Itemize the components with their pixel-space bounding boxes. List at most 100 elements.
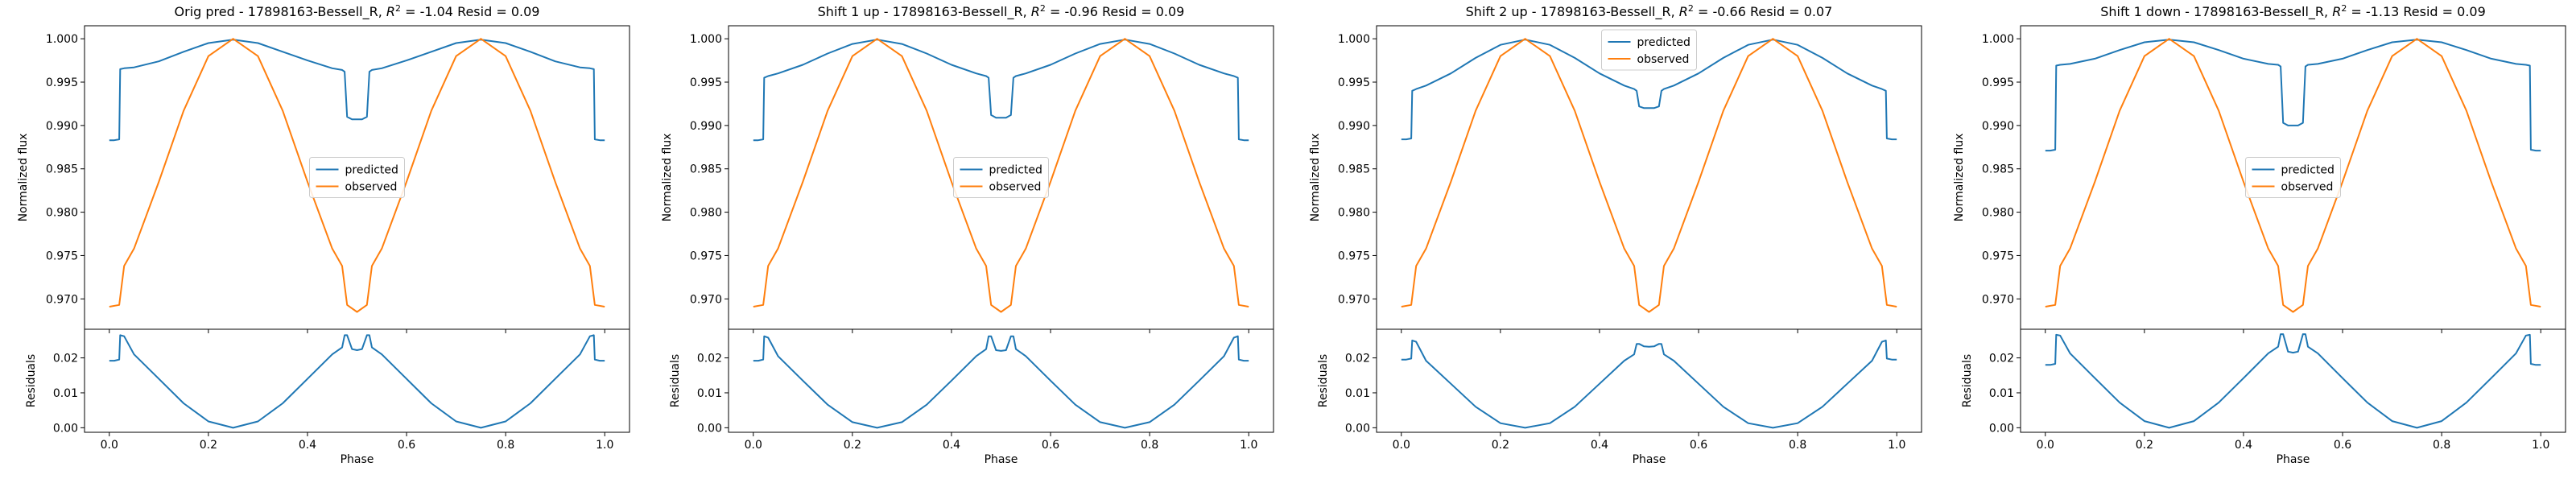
title-r2-exponent: 2 bbox=[1040, 3, 1046, 14]
residuals-ytick-label: 0.02 bbox=[1345, 353, 1370, 365]
flux-ylabel: Normalized flux bbox=[1953, 134, 1966, 222]
series-line-residuals bbox=[1401, 339, 1897, 429]
xtick-label: 1.0 bbox=[596, 439, 613, 452]
flux-ytick-label: 0.970 bbox=[690, 293, 722, 306]
flux-ytick-label: 0.985 bbox=[46, 163, 78, 176]
flux-ytick-label: 1.000 bbox=[1338, 33, 1370, 46]
series-line-residuals bbox=[753, 335, 1249, 429]
series-line-observed bbox=[109, 38, 605, 313]
title-suffix: = -1.13 Resid = 0.09 bbox=[2347, 4, 2485, 19]
legend: predicted observed bbox=[1601, 29, 1697, 71]
flux-ytick-label: 1.000 bbox=[1982, 33, 2014, 46]
chart-title: Orig pred - 17898163-Bessell_R, R2 = -1.… bbox=[175, 3, 540, 21]
legend-label-predicted: predicted bbox=[345, 164, 398, 177]
series-line-predicted bbox=[1401, 39, 1897, 141]
residuals-axes-frame bbox=[728, 328, 1274, 433]
flux-ytick-label: 0.980 bbox=[46, 207, 78, 220]
xtick-label: 0.6 bbox=[2334, 439, 2351, 452]
legend-label-observed: observed bbox=[989, 181, 1042, 194]
flux-ytick-label: 0.995 bbox=[690, 76, 722, 89]
title-suffix: = -0.66 Resid = 0.07 bbox=[1694, 4, 1832, 19]
flux-ytick-label: 0.975 bbox=[46, 250, 78, 262]
flux-ytick-label: 0.995 bbox=[1982, 76, 2014, 89]
title-prefix: Shift 1 up - 17898163-Bessell_R, bbox=[818, 4, 1031, 20]
legend-box bbox=[2245, 157, 2341, 198]
legend: predicted observed bbox=[953, 157, 1049, 198]
residuals-ytick-label: 0.01 bbox=[1345, 387, 1370, 400]
title-r2-exponent: 2 bbox=[1688, 3, 1694, 14]
legend-box bbox=[1601, 29, 1697, 71]
title-suffix: = -1.04 Resid = 0.09 bbox=[401, 4, 539, 19]
xlabel: Phase bbox=[341, 453, 374, 466]
residuals-ytick-label: 0.00 bbox=[1989, 422, 2014, 435]
title-r2-symbol: R bbox=[1031, 4, 1040, 19]
xtick-label: 0.4 bbox=[299, 439, 316, 452]
flux-ytick-label: 0.985 bbox=[1982, 163, 2014, 176]
title-r2-symbol: R bbox=[1679, 4, 1688, 19]
residuals-ylabel: Residuals bbox=[25, 354, 38, 407]
title-r2-exponent: 2 bbox=[2341, 3, 2347, 14]
residuals-ytick-label: 0.00 bbox=[1345, 422, 1370, 435]
residuals-ytick-label: 0.01 bbox=[53, 387, 78, 400]
flux-ylabel: Normalized flux bbox=[661, 134, 674, 222]
residuals-ytick-label: 0.01 bbox=[697, 387, 722, 400]
flux-ytick-label: 1.000 bbox=[690, 33, 722, 46]
xlabel: Phase bbox=[985, 453, 1018, 466]
flux-ytick-label: 0.975 bbox=[690, 250, 722, 262]
residuals-ytick-label: 0.02 bbox=[697, 353, 722, 365]
xtick-label: 0.0 bbox=[2037, 439, 2054, 452]
series-line-predicted bbox=[2045, 39, 2541, 152]
flux-ytick-label: 0.990 bbox=[1338, 120, 1370, 133]
residuals-axes-frame bbox=[2020, 328, 2566, 433]
flux-ytick-label: 0.990 bbox=[46, 120, 78, 133]
flux-ytick-label: 0.985 bbox=[690, 163, 722, 176]
xtick-label: 0.2 bbox=[200, 439, 217, 452]
xtick-label: 0.6 bbox=[1042, 439, 1059, 452]
xtick-label: 1.0 bbox=[2532, 439, 2549, 452]
residuals-axes-frame bbox=[1376, 328, 1922, 433]
legend-label-observed: observed bbox=[2281, 181, 2334, 194]
xtick-label: 0.8 bbox=[1141, 439, 1158, 452]
chart-title: Shift 1 up - 17898163-Bessell_R, R2 = -0… bbox=[818, 3, 1185, 21]
panel-1: Shift 1 up - 17898163-Bessell_R, R2 = -0… bbox=[661, 3, 1274, 466]
flux-ytick-label: 0.990 bbox=[690, 120, 722, 133]
panel-2: Shift 2 up - 17898163-Bessell_R, R2 = -0… bbox=[1309, 3, 1922, 466]
flux-ytick-label: 0.995 bbox=[1338, 76, 1370, 89]
panel-3: Shift 1 down - 17898163-Bessell_R, R2 = … bbox=[1953, 3, 2566, 466]
residuals-ytick-label: 0.02 bbox=[53, 353, 78, 365]
residuals-ylabel: Residuals bbox=[669, 354, 682, 407]
title-prefix: Shift 1 down - 17898163-Bessell_R, bbox=[2100, 4, 2332, 20]
legend-label-observed: observed bbox=[345, 181, 398, 194]
series-line-residuals bbox=[109, 334, 605, 429]
legend: predicted observed bbox=[2245, 157, 2341, 198]
xtick-label: 1.0 bbox=[1888, 439, 1905, 452]
flux-ylabel: Normalized flux bbox=[1309, 134, 1322, 222]
title-prefix: Shift 2 up - 17898163-Bessell_R, bbox=[1466, 4, 1679, 20]
legend: predicted observed bbox=[309, 157, 405, 198]
legend-label-predicted: predicted bbox=[2281, 164, 2334, 177]
xtick-label: 0.2 bbox=[1492, 439, 1509, 452]
residuals-ytick-label: 0.00 bbox=[697, 422, 722, 435]
residuals-axes-frame bbox=[84, 328, 630, 433]
legend-box bbox=[953, 157, 1049, 198]
flux-axes-frame bbox=[1376, 25, 1922, 330]
xlabel: Phase bbox=[1633, 453, 1666, 466]
flux-ytick-label: 0.980 bbox=[1338, 207, 1370, 220]
xtick-label: 0.2 bbox=[2136, 439, 2153, 452]
flux-ytick-label: 0.970 bbox=[1338, 293, 1370, 306]
flux-ytick-label: 0.975 bbox=[1338, 250, 1370, 262]
xtick-label: 0.4 bbox=[1591, 439, 1608, 452]
title-prefix: Orig pred - 17898163-Bessell_R, bbox=[175, 4, 386, 20]
xtick-label: 0.2 bbox=[844, 439, 861, 452]
legend-label-observed: observed bbox=[1637, 53, 1690, 66]
series-line-residuals bbox=[2045, 333, 2541, 429]
xlabel: Phase bbox=[2277, 453, 2310, 466]
flux-ytick-label: 0.990 bbox=[1982, 120, 2014, 133]
series-line-observed bbox=[753, 38, 1249, 313]
xtick-label: 1.0 bbox=[1240, 439, 1257, 452]
chart-title: Shift 2 up - 17898163-Bessell_R, R2 = -0… bbox=[1466, 3, 1833, 21]
legend-label-predicted: predicted bbox=[989, 164, 1042, 177]
flux-ytick-label: 0.980 bbox=[690, 207, 722, 220]
residuals-ylabel: Residuals bbox=[1961, 354, 1974, 407]
